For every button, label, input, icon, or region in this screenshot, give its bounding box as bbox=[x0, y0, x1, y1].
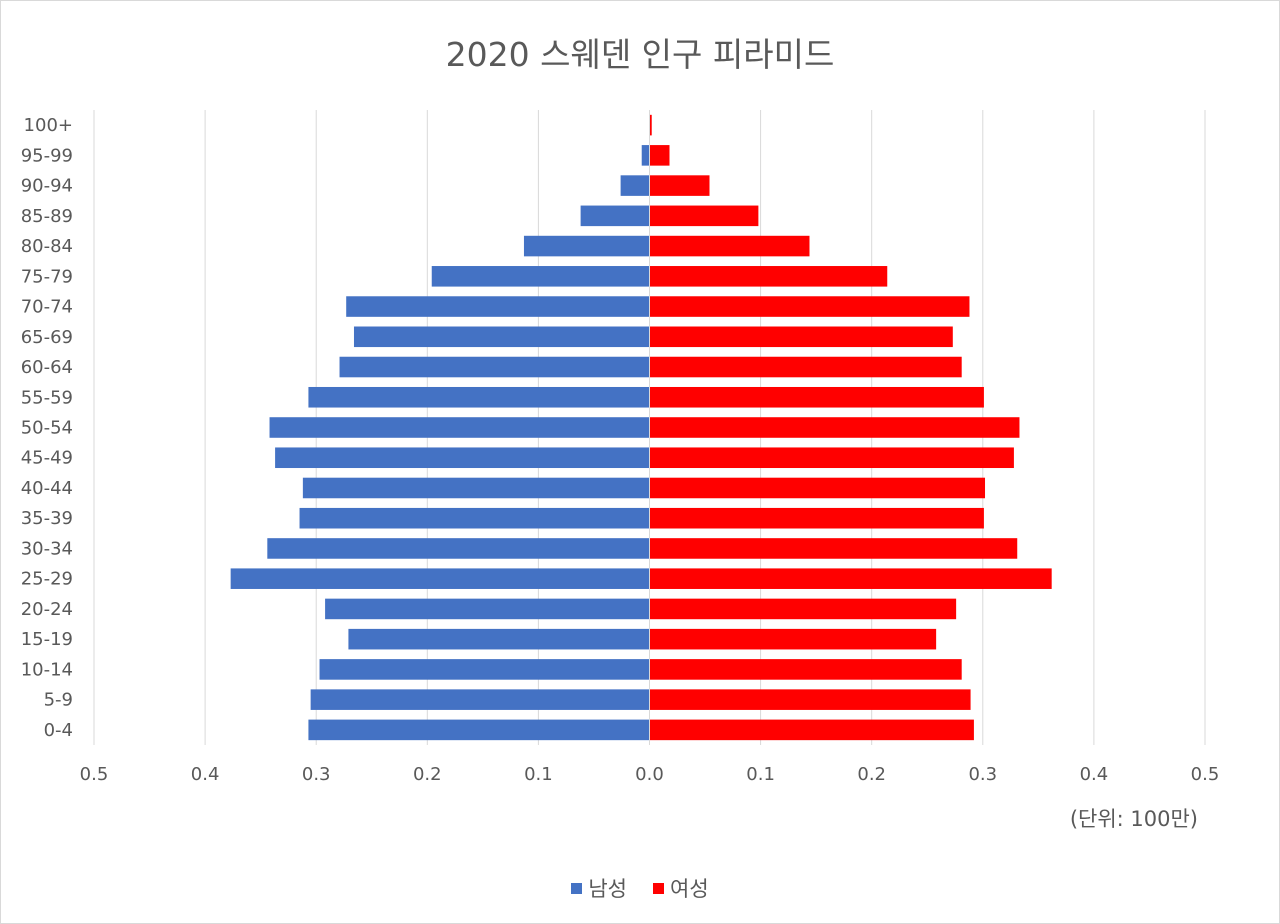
y-tick-label: 15-19 bbox=[21, 629, 73, 650]
x-tick-label: 0.5 bbox=[80, 764, 109, 785]
y-tick-label: 0-4 bbox=[44, 720, 73, 741]
bar-male-95-99 bbox=[641, 145, 650, 166]
legend-label-male: 남성 bbox=[588, 877, 627, 901]
y-tick-label: 50-54 bbox=[21, 418, 73, 439]
y-tick-label: 30-34 bbox=[21, 538, 73, 559]
legend-label-female: 여성 bbox=[670, 877, 709, 901]
y-tick-label: 65-69 bbox=[21, 327, 73, 348]
bar-female-95-99 bbox=[649, 145, 670, 166]
bar-female-100+ bbox=[649, 114, 652, 136]
bar-male-40-44 bbox=[302, 477, 650, 499]
bar-female-35-39 bbox=[649, 507, 984, 529]
x-tick-label: 0.4 bbox=[1080, 764, 1109, 785]
bar-male-10-14 bbox=[319, 659, 650, 680]
legend-item-male: 남성 bbox=[571, 873, 627, 903]
bar-female-90-94 bbox=[649, 175, 710, 196]
bar-female-15-19 bbox=[649, 628, 937, 650]
bar-male-65-69 bbox=[353, 326, 650, 348]
x-tick-label: 0.0 bbox=[635, 764, 664, 785]
x-tick-label: 0.4 bbox=[191, 764, 220, 785]
x-tick-label: 0.1 bbox=[524, 764, 553, 785]
y-tick-label: 80-84 bbox=[21, 236, 73, 257]
y-tick-label: 10-14 bbox=[21, 659, 73, 680]
bar-male-75-79 bbox=[431, 266, 650, 287]
bar-male-20-24 bbox=[325, 598, 650, 620]
y-tick-label: 45-49 bbox=[21, 448, 73, 469]
bar-female-80-84 bbox=[649, 235, 810, 257]
y-tick-label: 70-74 bbox=[21, 297, 73, 318]
x-tick-label: 0.2 bbox=[857, 764, 886, 785]
bar-female-65-69 bbox=[649, 326, 953, 348]
y-tick-label: 55-59 bbox=[21, 387, 73, 408]
bar-male-35-39 bbox=[299, 507, 650, 529]
bar-female-50-54 bbox=[649, 417, 1020, 438]
bar-female-85-89 bbox=[649, 205, 759, 227]
bar-male-60-64 bbox=[339, 356, 650, 378]
y-tick-label: 20-24 bbox=[21, 599, 73, 620]
chart-title: 2020 스웨덴 인구 피라미드 bbox=[445, 35, 835, 74]
bar-male-85-89 bbox=[580, 205, 650, 227]
legend: 남성 여성 bbox=[0, 873, 1280, 903]
bar-male-30-34 bbox=[267, 538, 650, 559]
y-tick-label: 25-29 bbox=[21, 569, 73, 590]
y-tick-label: 5-9 bbox=[44, 690, 73, 711]
bar-female-60-64 bbox=[649, 356, 962, 378]
bar-male-70-74 bbox=[346, 296, 650, 317]
y-tick-label: 95-99 bbox=[21, 145, 73, 166]
legend-item-female: 여성 bbox=[653, 873, 709, 903]
bar-male-80-84 bbox=[523, 235, 650, 257]
bar-male-0-4 bbox=[308, 719, 650, 741]
legend-swatch-female bbox=[653, 882, 664, 894]
y-tick-label: 35-39 bbox=[21, 508, 73, 529]
x-tick-label: 0.2 bbox=[413, 764, 442, 785]
bar-male-5-9 bbox=[310, 689, 650, 710]
y-tick-label: 85-89 bbox=[21, 206, 73, 227]
bar-female-40-44 bbox=[649, 477, 986, 499]
bar-male-50-54 bbox=[269, 417, 650, 438]
bar-female-75-79 bbox=[649, 266, 888, 287]
bar-male-90-94 bbox=[620, 175, 650, 196]
x-tick-label: 0.3 bbox=[302, 764, 331, 785]
bar-female-10-14 bbox=[649, 659, 962, 680]
bar-female-25-29 bbox=[649, 568, 1052, 589]
bar-female-20-24 bbox=[649, 598, 957, 620]
bar-male-15-19 bbox=[348, 628, 650, 650]
bar-female-5-9 bbox=[649, 689, 971, 710]
y-tick-label: 90-94 bbox=[21, 176, 73, 197]
x-tick-label: 0.1 bbox=[746, 764, 775, 785]
bar-male-55-59 bbox=[308, 386, 650, 408]
bar-female-30-34 bbox=[649, 538, 1018, 559]
y-tick-label: 100+ bbox=[24, 115, 73, 136]
bar-male-25-29 bbox=[230, 568, 650, 589]
y-tick-label: 60-64 bbox=[21, 357, 73, 378]
bar-female-45-49 bbox=[649, 447, 1014, 469]
bar-male-45-49 bbox=[275, 447, 650, 469]
bar-female-55-59 bbox=[649, 386, 984, 408]
legend-swatch-male bbox=[571, 882, 583, 894]
y-tick-label: 40-44 bbox=[21, 478, 73, 499]
bar-female-0-4 bbox=[649, 719, 974, 741]
x-tick-label: 0.3 bbox=[968, 764, 997, 785]
unit-label: (단위: 100만) bbox=[1069, 807, 1198, 831]
y-tick-label: 75-79 bbox=[21, 266, 73, 287]
x-tick-label: 0.5 bbox=[1191, 764, 1220, 785]
bar-female-70-74 bbox=[649, 296, 970, 317]
